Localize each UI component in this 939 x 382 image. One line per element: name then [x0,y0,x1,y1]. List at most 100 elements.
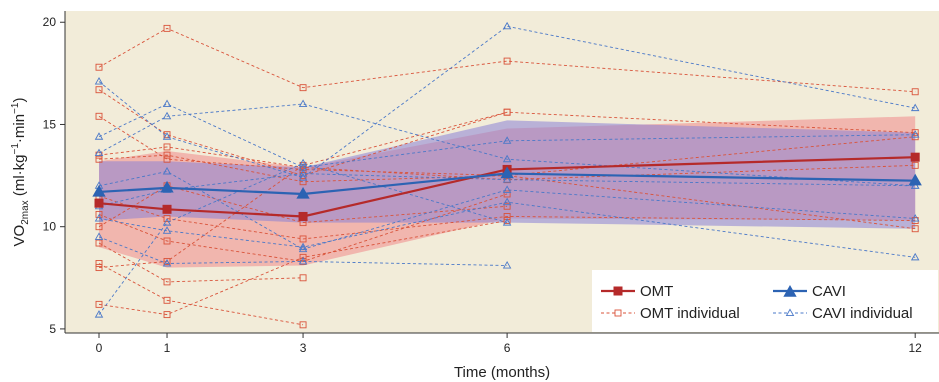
cavi-individual-point-1-4 [910,130,920,138]
cavi-individual-point-7-0 [94,310,104,318]
y-tick-label-15: 15 [43,117,57,131]
cavi-individual-point-6-2 [298,256,308,265]
y-axis-title-units-mid: ·min [11,114,28,143]
cavi-individual-point-6-0 [94,232,104,240]
omt-individual-line-4 [98,154,916,230]
cavi-individual-point-3-4 [910,214,920,222]
cavi-individual-line-2 [98,103,916,187]
cavi-mean-point-1 [160,180,174,193]
omt-individual-point-5-2 [299,235,307,243]
cavi-individual-point-1-3 [502,136,512,144]
legend-marker-cavi-individual [785,308,795,316]
cavi-individual-point-0-2 [298,173,308,181]
cavi-individual-point-4-3 [502,175,512,183]
omt-individual-point-3-1 [163,143,171,151]
cavi-individual-point-6-3 [502,261,512,269]
omt-individual-point-1-0 [95,86,103,94]
cavi-individual-point-2-1 [162,111,172,120]
cavi-individual-point-7-2 [298,158,308,167]
omt-individual-point-11-0 [95,223,103,231]
omt-individual-point-10-3 [503,217,511,225]
x-tick-label-6: 6 [504,341,511,355]
y-axis-title-subscript: 2max [20,200,31,224]
omt-individual-line-9 [98,111,508,269]
cavi-mean-point-2 [296,186,310,199]
y-tick-label-5: 5 [49,322,56,336]
omt-individual-line-7 [98,242,304,283]
omt-mean-point-2 [298,211,308,221]
cavi-individual-point-2-0 [94,148,104,157]
y-tick-label-20: 20 [43,15,57,29]
y-axis-title-units-open: (ml·kg [11,155,28,201]
y-tick-label-10: 10 [43,220,57,234]
x-tick-label-12: 12 [909,341,923,355]
omt-individual-point-10-1 [163,311,171,319]
legend-marker-omt [613,286,623,296]
omt-individual-point-11-3 [503,202,511,210]
omt-individual-line-5 [98,195,916,240]
y-axis-title: VO2max (ml·kg−1·min−1) [10,98,31,247]
omt-individual-point-9-0 [95,264,103,272]
cavi-individual-point-5-2 [298,242,308,251]
cavi-individual-point-1-0 [94,132,104,140]
x-tick-label-0: 0 [96,341,103,355]
x-axis-title: Time (months) [454,364,550,381]
cavi-mean-point-3 [500,166,514,179]
y-axis-title-sup1: −1 [10,143,21,155]
omt-individual-point-1-4 [911,129,919,137]
cavi-individual-point-5-4 [910,252,920,261]
cavi-individual-point-4-2 [298,169,308,177]
omt-individual-point-7-2 [299,274,307,282]
omt-individual-point-2-1 [163,155,171,163]
omt-individual-line-0 [98,27,916,93]
cavi-individual-point-3-2 [298,244,308,253]
cavi-individual-point-2-3 [502,154,512,163]
cavi-individual-point-5-1 [162,226,172,234]
omt-individual-point-4-1 [163,151,171,159]
legend-label-cavi: CAVI [812,283,846,300]
omt-individual-line-1 [98,89,916,177]
omt-individual-point-4-4 [911,225,919,233]
omt-individual-point-0-3 [503,57,511,65]
cavi-individual-point-3-3 [502,185,512,193]
legend-label-omt: OMT [640,283,673,300]
omt-individual-point-9-3 [503,108,511,116]
omt-individual-point-0-4 [911,88,919,96]
cavi-individual-line-3 [98,171,916,250]
omt-individual-point-10-2 [299,253,307,261]
omt-individual-point-4-2 [299,178,307,186]
x-tick-label-3: 3 [300,341,307,355]
omt-mean-point-0 [94,198,104,208]
y-axis-title-sup2: −1 [10,102,21,114]
omt-individual-point-6-1 [163,237,171,245]
cavi-individual-point-5-3 [502,197,512,206]
omt-individual-point-6-0 [95,210,103,218]
cavi-individual-point-0-4 [910,103,920,112]
omt-individual-point-0-1 [163,24,171,32]
axes: 5 10 15 20 0 1 3 6 12 [43,11,939,355]
legend-box [592,270,938,332]
omt-individual-point-3-4 [911,161,919,169]
cavi-individual-point-5-0 [94,214,104,222]
cavi-individual-point-7-3 [502,218,512,226]
omt-mean-point-4 [910,152,920,162]
omt-individual-point-7-0 [95,239,103,247]
x-tick-label-1: 1 [164,341,171,355]
omt-individual-line-8 [98,263,304,326]
omt-individual-point-6-3 [503,190,511,198]
cavi-individual-point-0-0 [94,77,104,85]
omt-individual-point-10-0 [95,300,103,308]
omt-mean-point-1 [162,204,172,214]
omt-individual-point-8-2 [299,321,307,329]
legend-label-omt-individual: OMT individual [640,305,740,322]
legend-marker-cavi [783,284,797,297]
legend: OMT CAVI OMT individual CAVI individual [592,270,938,332]
omt-individual-point-7-1 [163,278,171,286]
cavi-individual-point-0-3 [502,21,512,30]
omt-individual-point-0-2 [299,84,307,92]
cavi-individual-point-0-1 [162,132,172,140]
omt-individual-line-10 [98,220,508,316]
omt-individual-point-8-0 [95,260,103,267]
cavi-individual-point-6-1 [162,258,172,267]
